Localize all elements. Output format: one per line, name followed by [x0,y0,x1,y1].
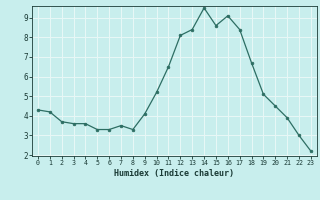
X-axis label: Humidex (Indice chaleur): Humidex (Indice chaleur) [115,169,234,178]
